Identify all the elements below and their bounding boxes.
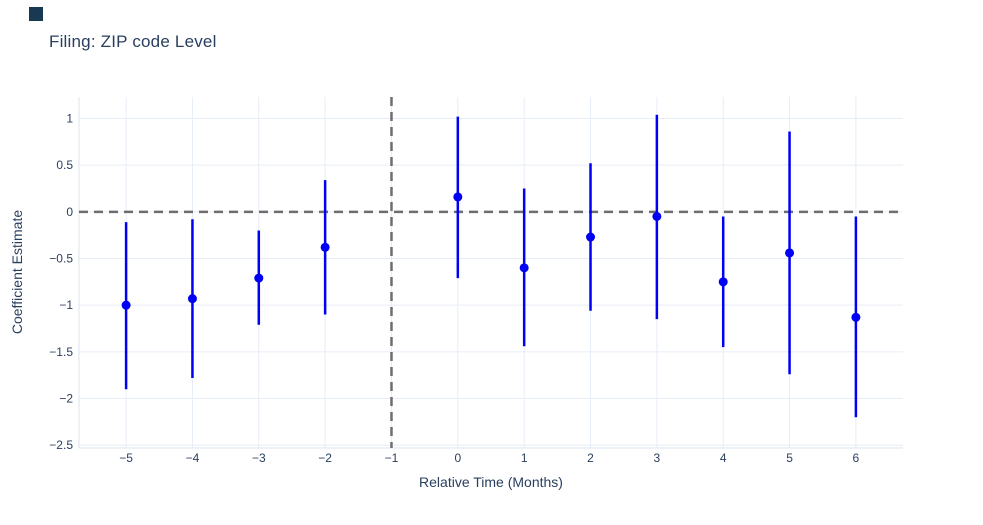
data-point[interactable]	[320, 242, 330, 252]
data-point[interactable]	[519, 263, 529, 273]
x-tick-label: −3	[252, 451, 266, 465]
y-axis-title: Coefficient Estimate	[9, 209, 25, 335]
app-icon	[29, 7, 43, 21]
chart-title: Filing: ZIP code Level	[49, 32, 217, 51]
x-tick-label: 1	[521, 451, 528, 465]
y-tick-label: −2.5	[49, 438, 73, 452]
x-tick-label: −5	[119, 451, 133, 465]
data-point[interactable]	[254, 273, 264, 283]
data-point[interactable]	[453, 192, 463, 202]
y-tick-label: 1	[66, 111, 73, 125]
x-tick-label: −2	[318, 451, 332, 465]
data-point[interactable]	[121, 300, 131, 310]
y-tick-label: −1	[59, 298, 73, 312]
y-tick-label: −1.5	[49, 345, 73, 359]
data-point[interactable]	[652, 211, 662, 221]
data-point[interactable]	[187, 294, 197, 304]
x-tick-label: 3	[654, 451, 661, 465]
x-tick-label: 5	[786, 451, 793, 465]
data-point[interactable]	[785, 248, 795, 258]
x-tick-label: −4	[186, 451, 200, 465]
data-point[interactable]	[718, 277, 728, 287]
x-tick-label: 6	[853, 451, 860, 465]
y-tick-label: 0	[66, 205, 73, 219]
x-tick-label: 2	[587, 451, 594, 465]
data-point[interactable]	[851, 312, 861, 322]
x-tick-label: 4	[720, 451, 727, 465]
data-point[interactable]	[586, 232, 596, 242]
y-tick-label: −2	[59, 392, 73, 406]
x-tick-label: −1	[385, 451, 399, 465]
x-tick-label: 0	[454, 451, 461, 465]
x-axis-title: Relative Time (Months)	[419, 474, 563, 490]
y-tick-label: 0.5	[56, 158, 73, 172]
y-tick-label: −0.5	[49, 251, 73, 265]
